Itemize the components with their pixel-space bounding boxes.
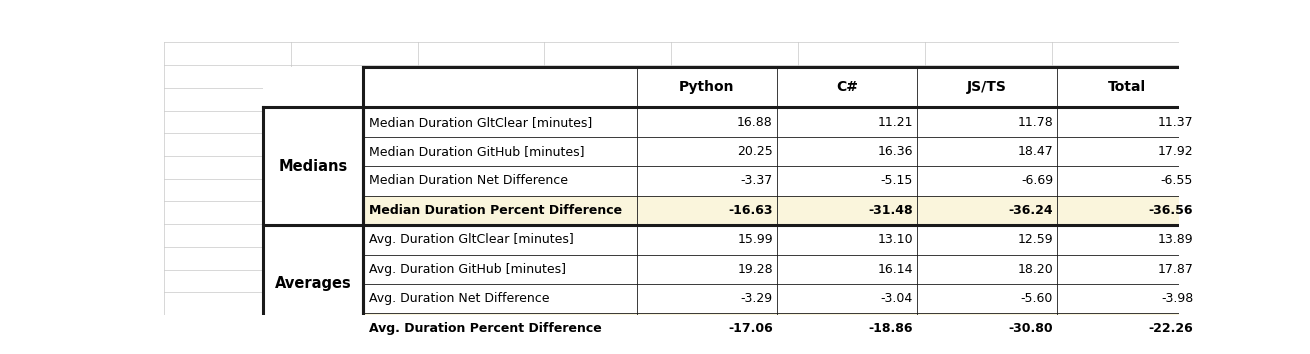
Text: Averages: Averages [275, 276, 351, 291]
Text: Median Duration GitHub [minutes]: Median Duration GitHub [minutes] [369, 145, 584, 158]
Bar [263, 225, 1197, 255]
Text: 16.88: 16.88 [738, 115, 773, 129]
Text: Avg. Duration Percent Difference: Avg. Duration Percent Difference [369, 322, 601, 335]
Text: -3.98: -3.98 [1161, 292, 1193, 305]
Text: -31.48: -31.48 [869, 204, 913, 217]
Text: -5.15: -5.15 [880, 175, 913, 188]
Text: -17.06: -17.06 [728, 322, 773, 335]
Text: 15.99: 15.99 [738, 233, 773, 246]
Text: Avg. Duration GltClear [minutes]: Avg. Duration GltClear [minutes] [369, 233, 574, 246]
Text: 17.87: 17.87 [1157, 263, 1193, 276]
Text: -5.60: -5.60 [1020, 292, 1053, 305]
Text: JS/TS: JS/TS [967, 80, 1007, 94]
Text: -3.29: -3.29 [740, 292, 773, 305]
Text: -36.56: -36.56 [1149, 204, 1193, 217]
Text: 16.36: 16.36 [878, 145, 913, 158]
Text: 16.14: 16.14 [878, 263, 913, 276]
Text: -16.63: -16.63 [728, 204, 773, 217]
Bar [263, 313, 1197, 343]
Text: Median Duration Net Difference: Median Duration Net Difference [369, 175, 567, 188]
Text: -18.86: -18.86 [869, 322, 913, 335]
Text: Median Duration GltClear [minutes]: Median Duration GltClear [minutes] [369, 115, 592, 129]
Text: 17.92: 17.92 [1158, 145, 1193, 158]
Text: -22.26: -22.26 [1149, 322, 1193, 335]
Text: Total: Total [1108, 80, 1146, 94]
Text: -30.80: -30.80 [1009, 322, 1053, 335]
Text: Avg. Duration GitHub [minutes]: Avg. Duration GitHub [minutes] [369, 263, 566, 276]
Bar [263, 166, 1197, 196]
Bar [263, 107, 1197, 137]
Text: 13.10: 13.10 [878, 233, 913, 246]
Text: 11.21: 11.21 [878, 115, 913, 129]
Text: 13.89: 13.89 [1158, 233, 1193, 246]
Text: -3.04: -3.04 [880, 292, 913, 305]
Text: 12.59: 12.59 [1018, 233, 1053, 246]
Text: -36.24: -36.24 [1009, 204, 1053, 217]
Bar [263, 196, 1197, 225]
Text: 19.28: 19.28 [738, 263, 773, 276]
Bar [263, 67, 1197, 107]
Text: -3.37: -3.37 [740, 175, 773, 188]
Text: C#: C# [836, 80, 858, 94]
Text: 11.37: 11.37 [1158, 115, 1193, 129]
Text: Python: Python [679, 80, 735, 94]
Text: 20.25: 20.25 [738, 145, 773, 158]
Text: -6.69: -6.69 [1020, 175, 1053, 188]
Bar [263, 284, 1197, 313]
Text: Medians: Medians [278, 159, 347, 174]
Bar [263, 137, 1197, 166]
Text: -6.55: -6.55 [1161, 175, 1193, 188]
Text: 11.78: 11.78 [1018, 115, 1053, 129]
Bar [263, 255, 1197, 284]
Text: Avg. Duration Net Difference: Avg. Duration Net Difference [369, 292, 549, 305]
Bar [263, 107, 363, 225]
Bar [263, 225, 363, 343]
Text: Median Duration Percent Difference: Median Duration Percent Difference [369, 204, 622, 217]
Text: 18.47: 18.47 [1018, 145, 1053, 158]
Text: 18.20: 18.20 [1018, 263, 1053, 276]
